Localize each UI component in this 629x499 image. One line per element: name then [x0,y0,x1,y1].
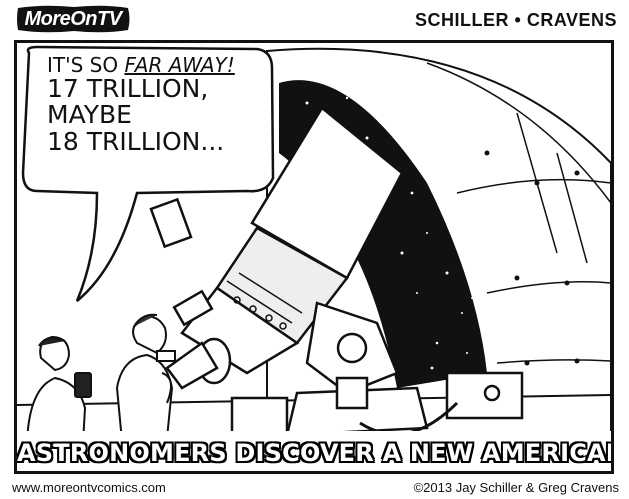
astronomer-phone [25,335,92,444]
speech-line-1-emphasis: FAR AWAY! [124,53,235,77]
copyright-notice: ©2013 Jay Schiller & Greg Cravens [413,480,619,495]
moreontv-logo: MoreOnTV [14,4,132,34]
website-link[interactable]: www.moreontvcomics.com [12,480,166,495]
panel-caption: ASTRONOMERS DISCOVER A NEW AMERICAN DEBT… [17,439,614,467]
logo-text: MoreOnTV [24,8,122,30]
dome-rivets [484,150,580,366]
author-byline: SCHILLER • CRAVENS [415,10,617,30]
speech-line-3: 18 TRILLION... [47,126,225,156]
speech-bubble-text: IT'S SO FAR AWAY! 17 TRILLION, MAYBE 18 … [47,55,277,155]
speech-bubble [21,45,275,302]
dome-panels [426,62,611,364]
logo-badge-shape [17,5,130,33]
astronomer-main [115,313,176,443]
speech-line-2: 17 TRILLION, MAYBE [47,74,209,130]
speech-line-1-prefix: IT'S SO [47,53,125,77]
observatory-illustration [17,45,611,471]
comic-panel: IT'S SO FAR AWAY! 17 TRILLION, MAYBE 18 … [14,40,614,474]
speech-line-1: IT'S SO FAR AWAY! [47,55,277,76]
telescope [149,106,524,437]
